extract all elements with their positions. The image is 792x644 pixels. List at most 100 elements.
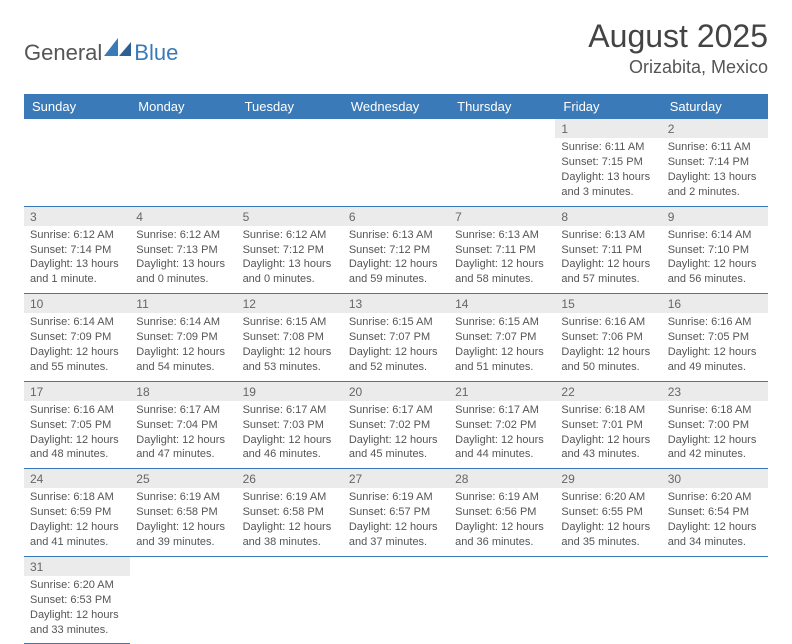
day-cell	[449, 138, 555, 206]
weekday-header: Wednesday	[343, 94, 449, 119]
info-row: Sunrise: 6:14 AM Sunset: 7:09 PM Daylight:…	[24, 313, 768, 381]
sunrise-text: Sunrise: 6:15 AM	[455, 315, 549, 330]
daylight-text: Daylight: 12 hours and 52 minutes.	[349, 345, 443, 375]
day-cell: Sunrise: 6:19 AMSunset: 6:57 PMDaylight:…	[343, 488, 449, 556]
day-number: 6	[343, 206, 449, 226]
sunrise-text: Sunrise: 6:17 AM	[136, 403, 230, 418]
day-number: 23	[662, 381, 768, 401]
daylight-text: Daylight: 12 hours and 44 minutes.	[455, 433, 549, 463]
daylight-text: Daylight: 13 hours and 3 minutes.	[561, 170, 655, 200]
logo-text-general: General	[24, 40, 102, 66]
day-number: 13	[343, 294, 449, 314]
sunset-text: Sunset: 7:13 PM	[136, 243, 230, 258]
daylight-text: Daylight: 12 hours and 42 minutes.	[668, 433, 762, 463]
title-block: August 2025 Orizabita, Mexico	[588, 18, 768, 78]
day-cell	[130, 138, 236, 206]
info-row: Sunrise: 6:20 AMSunset: 6:53 PMDaylight:…	[24, 576, 768, 644]
daylight-text: Daylight: 12 hours and 34 minutes.	[668, 520, 762, 550]
daylight-text: Daylight: 12 hours and 51 minutes.	[455, 345, 549, 375]
sunrise-text: Sunrise: 6:11 AM	[561, 140, 655, 155]
daylight-text: Daylight: 12 hours and 47 minutes.	[136, 433, 230, 463]
daylight-text: Daylight: 12 hours and 55 minutes.	[30, 345, 124, 375]
day-number: 24	[24, 469, 130, 489]
sunset-text: Sunset: 7:04 PM	[136, 418, 230, 433]
sunset-text: Sunset: 7:12 PM	[349, 243, 443, 258]
sunset-text: Sunset: 7:03 PM	[243, 418, 337, 433]
sunrise-text: Sunrise: 6:16 AM	[561, 315, 655, 330]
day-cell: Sunrise: 6:14 AMSunset: 7:10 PMDaylight:…	[662, 226, 768, 294]
daylight-text: Daylight: 12 hours and 46 minutes.	[243, 433, 337, 463]
sunrise-text: Sunrise: 6:15 AM	[243, 315, 337, 330]
sunset-text: Sunset: 7:09 PM	[136, 330, 230, 345]
day-number: 7	[449, 206, 555, 226]
day-cell	[343, 138, 449, 206]
sunset-text: Sunset: 7:14 PM	[668, 155, 762, 170]
day-cell: Sunrise: 6:17 AMSunset: 7:04 PMDaylight:…	[130, 401, 236, 469]
day-number: 9	[662, 206, 768, 226]
sunrise-text: Sunrise: 6:14 AM	[30, 315, 124, 330]
sunrise-text: Sunrise: 6:16 AM	[668, 315, 762, 330]
day-cell: Sunrise: 6:14 AMSunset: 7:09 PMDaylight:…	[130, 313, 236, 381]
calendar-table: Sunday Monday Tuesday Wednesday Thursday…	[24, 94, 768, 644]
day-cell	[343, 576, 449, 644]
sunset-text: Sunset: 6:58 PM	[136, 505, 230, 520]
day-number: 27	[343, 469, 449, 489]
weekday-header: Monday	[130, 94, 236, 119]
sunset-text: Sunset: 6:59 PM	[30, 505, 124, 520]
weekday-header: Sunday	[24, 94, 130, 119]
day-number: 19	[237, 381, 343, 401]
day-number: 3	[24, 206, 130, 226]
day-number: 31	[24, 556, 130, 576]
day-number: 30	[662, 469, 768, 489]
daylight-text: Daylight: 12 hours and 37 minutes.	[349, 520, 443, 550]
day-cell: Sunrise: 6:17 AMSunset: 7:02 PMDaylight:…	[449, 401, 555, 469]
sunrise-text: Sunrise: 6:18 AM	[561, 403, 655, 418]
day-number: 5	[237, 206, 343, 226]
sunset-text: Sunset: 7:10 PM	[668, 243, 762, 258]
sunrise-text: Sunrise: 6:20 AM	[561, 490, 655, 505]
sunset-text: Sunset: 7:07 PM	[349, 330, 443, 345]
daylight-text: Daylight: 12 hours and 49 minutes.	[668, 345, 762, 375]
day-cell: Sunrise: 6:19 AMSunset: 6:58 PMDaylight:…	[130, 488, 236, 556]
logo-text-blue: Blue	[134, 40, 178, 66]
sunset-text: Sunset: 7:05 PM	[30, 418, 124, 433]
sunset-text: Sunset: 7:11 PM	[561, 243, 655, 258]
day-cell: Sunrise: 6:18 AMSunset: 6:59 PMDaylight:…	[24, 488, 130, 556]
day-cell	[237, 138, 343, 206]
sunset-text: Sunset: 6:53 PM	[30, 593, 124, 608]
sunset-text: Sunset: 7:12 PM	[243, 243, 337, 258]
daylight-text: Daylight: 12 hours and 33 minutes.	[30, 608, 124, 638]
day-number: 8	[555, 206, 661, 226]
sunrise-text: Sunrise: 6:20 AM	[668, 490, 762, 505]
daylight-text: Daylight: 13 hours and 1 minute.	[30, 257, 124, 287]
day-cell: Sunrise: 6:18 AMSunset: 7:01 PMDaylight:…	[555, 401, 661, 469]
day-cell: Sunrise: 6:15 AMSunset: 7:07 PMDaylight:…	[343, 313, 449, 381]
sunrise-text: Sunrise: 6:13 AM	[561, 228, 655, 243]
day-number	[237, 556, 343, 576]
weekday-header: Saturday	[662, 94, 768, 119]
day-cell: Sunrise: 6:12 AMSunset: 7:14 PMDaylight:…	[24, 226, 130, 294]
day-number: 4	[130, 206, 236, 226]
sunset-text: Sunset: 7:02 PM	[349, 418, 443, 433]
day-number	[237, 119, 343, 138]
day-number: 11	[130, 294, 236, 314]
header: General Blue August 2025 Orizabita, Mexi…	[24, 18, 768, 78]
daynum-row: 3456789	[24, 206, 768, 226]
daynum-row: 17181920212223	[24, 381, 768, 401]
sunrise-text: Sunrise: 6:19 AM	[136, 490, 230, 505]
daylight-text: Daylight: 12 hours and 53 minutes.	[243, 345, 337, 375]
sunset-text: Sunset: 6:58 PM	[243, 505, 337, 520]
info-row: Sunrise: 6:18 AMSunset: 6:59 PMDaylight:…	[24, 488, 768, 556]
info-row: Sunrise: 6:12 AMSunset: 7:14 PMDaylight:…	[24, 226, 768, 294]
sunrise-text: Sunrise: 6:17 AM	[349, 403, 443, 418]
day-cell: Sunrise: 6:16 AMSunset: 7:05 PMDaylight:…	[662, 313, 768, 381]
sunset-text: Sunset: 7:00 PM	[668, 418, 762, 433]
sunset-text: Sunset: 7:07 PM	[455, 330, 549, 345]
sunset-text: Sunset: 7:02 PM	[455, 418, 549, 433]
day-cell: Sunrise: 6:11 AMSunset: 7:14 PMDaylight:…	[662, 138, 768, 206]
day-number: 10	[24, 294, 130, 314]
day-number: 22	[555, 381, 661, 401]
daylight-text: Daylight: 12 hours and 48 minutes.	[30, 433, 124, 463]
location: Orizabita, Mexico	[588, 57, 768, 78]
day-number	[24, 119, 130, 138]
